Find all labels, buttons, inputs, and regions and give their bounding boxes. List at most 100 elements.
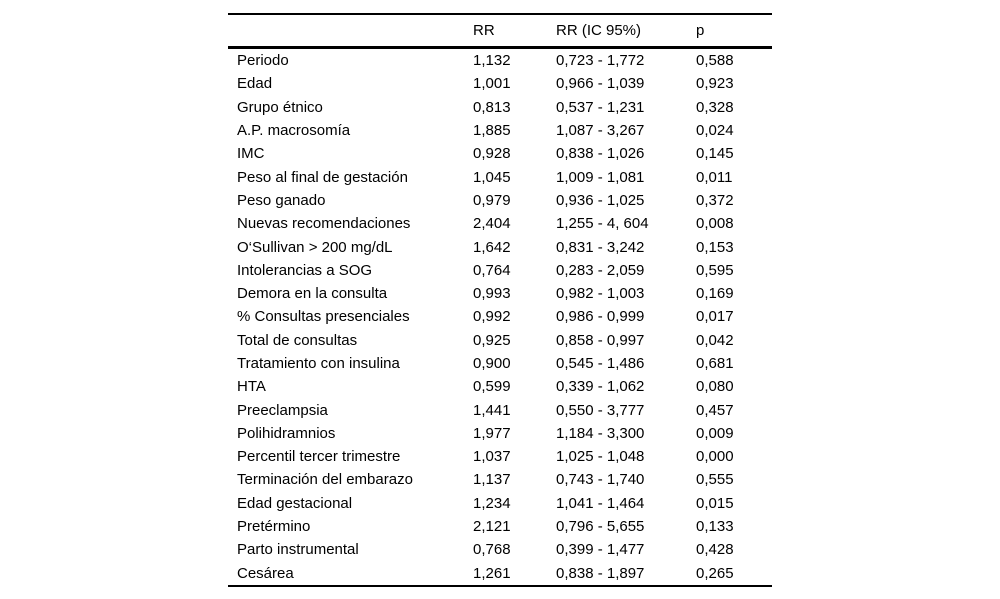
table-row: Tratamiento con insulina 0,900 0,545 - 1,4… [228,352,772,375]
table-row: Edad 1,001 0,966 - 1,039 0,923 [228,72,772,95]
cell-p: 0,133 [696,518,734,536]
cell-rr: 1,885 [473,122,511,140]
cell-ci: 0,838 - 1,897 [556,564,645,582]
row-label: Parto instrumental [237,541,359,559]
cell-ci: 0,796 - 5,655 [556,518,645,536]
cell-ci: 0,339 - 1,062 [556,378,645,396]
cell-p: 0,145 [696,145,734,163]
cell-rr: 2,121 [473,518,511,536]
header-rr-ci-95: RR (IC 95%) [556,22,642,39]
cell-ci: 0,858 - 0,997 [556,331,645,349]
cell-rr: 1,037 [473,448,511,466]
cell-ci: 1,041 - 1,464 [556,494,645,512]
cell-p: 0,428 [696,541,734,559]
row-label: Demora en la consulta [237,285,388,303]
header-rr: RR [473,22,495,39]
row-label: Peso ganado [237,191,326,209]
table-row: Edad gestacional 1,234 1,041 - 1,464 0,015 [228,492,772,515]
cell-ci: 0,545 - 1,486 [556,355,645,372]
cell-rr: 0,900 [473,355,511,372]
table-row: Cesárea 1,261 0,838 - 1,897 0,265 [228,562,772,586]
cell-ci: 0,723 - 1,772 [556,52,645,70]
cell-rr: 0,928 [473,145,511,163]
cell-rr: 1,045 [473,168,511,186]
cell-rr: 0,768 [473,541,511,559]
table-row: Total de consultas 0,925 0,858 - 0,997 0,04… [228,329,772,352]
cell-rr: 1,234 [473,494,511,512]
cell-rr: 0,925 [473,331,511,349]
cell-ci: 0,966 - 1,039 [556,75,645,93]
cell-ci: 1,255 - 4, 604 [556,215,649,233]
row-label: Tratamiento con insulina [237,355,400,372]
cell-rr: 0,599 [473,378,511,396]
cell-ci: 1,025 - 1,048 [556,448,645,466]
cell-rr: 1,977 [473,424,511,442]
table-row: Intolerancias a SOG 0,764 0,283 - 2,059 0,5… [228,259,772,282]
row-label: Intolerancias a SOG [237,261,373,279]
cell-ci: 0,550 - 3,777 [556,401,645,419]
cell-ci: 0,283 - 2,059 [556,261,645,279]
cell-ci: 0,986 - 0,999 [556,308,645,326]
cell-rr: 0,813 [473,98,511,116]
cell-ci: 0,743 - 1,740 [556,471,645,489]
cell-p: 0,372 [696,191,734,209]
cell-rr: 1,137 [473,471,511,489]
cell-rr: 1,642 [473,238,511,256]
table-row: A.P. macrosomía 1,885 1,087 - 3,267 0,024 [228,119,772,142]
row-label: Edad gestacional [237,494,353,512]
row-label: O‘Sullivan > 200 mg/dL [237,238,393,256]
row-label: Pretérmino [237,518,311,536]
table-row: Polihidramnios 1,977 1,184 - 3,300 0,009 [228,422,772,445]
table-row: Nuevas recomendaciones 2,404 1,255 - 4, 60… [228,212,772,235]
row-label: % Consultas presenciales [237,308,410,326]
cell-rr: 0,764 [473,261,511,279]
cell-ci: 0,537 - 1,231 [556,98,645,116]
cell-ci: 0,838 - 1,026 [556,145,645,163]
table-row: Percentil tercer trimestre 1,037 1,025 - 1… [228,445,772,468]
row-label: Periodo [237,52,289,70]
cell-p: 0,169 [696,285,734,303]
cell-rr: 0,979 [473,191,511,209]
cell-ci: 0,982 - 1,003 [556,285,645,303]
cell-ci: 1,184 - 3,300 [556,424,645,442]
cell-p: 0,015 [696,494,734,512]
cell-ci: 0,831 - 3,242 [556,238,645,256]
cell-rr: 1,132 [473,52,511,70]
row-label: Cesárea [237,564,294,582]
row-label: Percentil tercer trimestre [237,448,401,466]
cell-rr: 1,001 [473,75,511,93]
cell-p: 0,265 [696,564,734,582]
table-row: O‘Sullivan > 200 mg/dL 1,642 0,831 - 3,242… [228,235,772,258]
row-label: Terminación del embarazo [237,471,413,489]
cell-p: 0,017 [696,308,734,326]
cell-p: 0,000 [696,448,734,466]
table-row: Preeclampsia 1,441 0,550 - 3,777 0,457 [228,398,772,421]
cell-p: 0,009 [696,424,734,442]
results-table-container: RR RR (IC 95%) p Periodo 1,132 0,723 - 1,7… [228,13,772,587]
cell-p: 0,008 [696,215,734,233]
cell-rr: 1,261 [473,564,511,582]
cell-ci: 1,087 - 3,267 [556,122,645,140]
header-p-value: p [696,22,705,39]
row-label: Edad [237,75,273,93]
table-row: Periodo 1,132 0,723 - 1,772 0,588 [228,48,772,73]
table-row: % Consultas presenciales 0,992 0,986 - 0,9… [228,305,772,328]
cell-p: 0,042 [696,331,734,349]
row-label: Total de consultas [237,331,358,349]
table-row: Parto instrumental 0,768 0,399 - 1,477 0,42… [228,538,772,561]
cell-ci: 0,936 - 1,025 [556,191,645,209]
cell-p: 0,457 [696,401,734,419]
cell-p: 0,024 [696,122,734,140]
cell-p: 0,011 [696,168,733,186]
cell-p: 0,923 [696,75,734,93]
cell-rr: 1,441 [473,401,511,419]
table-row: Pretérmino 2,121 0,796 - 5,655 0,133 [228,515,772,538]
table-row: IMC 0,928 0,838 - 1,026 0,145 [228,142,772,165]
row-label: IMC [237,145,265,163]
table-body: Periodo 1,132 0,723 - 1,772 0,588 Edad 1,001 0… [228,48,772,586]
results-table: RR RR (IC 95%) p Periodo 1,132 0,723 - 1,7… [228,13,772,587]
cell-p: 0,595 [696,261,734,279]
row-label: Nuevas recomendaciones [237,215,411,233]
cell-p: 0,588 [696,52,734,70]
